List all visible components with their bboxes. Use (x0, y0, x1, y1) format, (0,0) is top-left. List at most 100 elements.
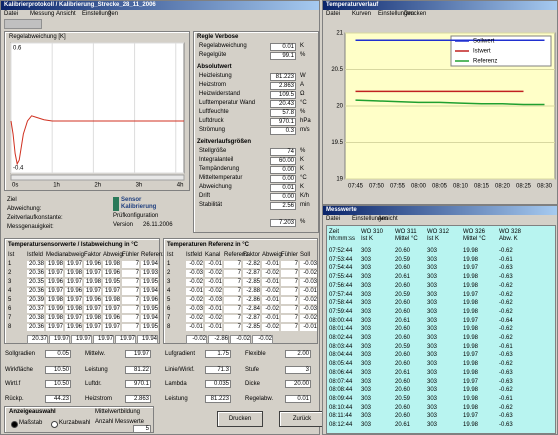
main-window: Kalibrierprotokoll / Kalibrierung_Streck… (0, 0, 325, 435)
cell: 19.98 (65, 270, 82, 277)
field-label: Regelgüte (199, 52, 227, 58)
param-value: 3 (285, 366, 311, 374)
field-value: 970.1 (270, 118, 296, 126)
cell: 19.98 (103, 297, 120, 304)
menu-item: Ansicht (56, 11, 76, 17)
field-unit: % (300, 109, 306, 115)
radio-label: Maßstab (19, 420, 43, 426)
field-unit: °C (300, 175, 307, 181)
x-tick-label: 3h (136, 183, 143, 189)
y-tick-label: 21 (336, 31, 343, 37)
field-unit: °C (300, 100, 307, 106)
param-label: Wirkfläche (5, 367, 34, 373)
cell: -0.01 (205, 279, 222, 286)
field-label: Stellgröße (199, 148, 227, 154)
section-title: Absolutwert (197, 64, 232, 70)
column-header: Ist (167, 252, 174, 258)
button[interactable]: Drucken (217, 411, 263, 427)
scrollbar (10, 174, 185, 181)
cell: 303 (427, 413, 438, 420)
y-tick-label: -0.4 (13, 166, 24, 172)
cell: 19.97 (463, 352, 479, 359)
menu-item: Ansicht (378, 216, 398, 222)
toolbar (4, 19, 42, 29)
cell: -0.63 (499, 369, 513, 376)
cell: 303 (427, 326, 438, 333)
field-value: 2.56 (270, 202, 296, 210)
cell: 08:10:44 (329, 404, 353, 411)
column-header: Referenz (141, 252, 166, 258)
cell: -0.01 (205, 324, 222, 331)
field-unit: K (300, 184, 305, 190)
cell: 20.60 (395, 282, 411, 289)
cell: -0.62 (499, 308, 513, 315)
cell: 303 (361, 387, 372, 394)
cell: 19.97 (84, 270, 101, 277)
param-value: 19.97 (125, 350, 151, 358)
param-value: 970.1 (125, 380, 151, 388)
box-unit: % (300, 219, 306, 225)
cell: -0.01 (262, 297, 279, 304)
cell: -2.88 (243, 288, 260, 295)
param-label: Stufe (245, 367, 260, 373)
param-label: Luftdr. (85, 381, 102, 387)
cell: 303 (361, 343, 372, 350)
cell: 7 (224, 306, 241, 313)
controller-panel: Regle Verbose Regelabweichung 0.01 K Regelgü… (193, 31, 319, 233)
cell: 19.98 (463, 422, 479, 428)
field-value: 20.43 (270, 100, 296, 108)
cell: -0.02 (262, 324, 279, 331)
menu-item: Datei (326, 11, 341, 17)
series-line (355, 99, 545, 106)
cell: 19.98 (463, 274, 479, 281)
cell: 3 (167, 279, 171, 285)
column-header: Abweig. (262, 252, 284, 258)
cell: 19.96 (84, 297, 101, 304)
title-bar: Temperaturverlauf (323, 1, 557, 10)
cell: 19.97 (65, 315, 82, 322)
cell: 303 (427, 369, 438, 376)
cell: 19.98 (463, 404, 479, 411)
field-label: Heizwiderstand (199, 91, 241, 97)
cell: -0.61 (499, 256, 513, 263)
cell: 303 (427, 248, 438, 254)
y-tick-label: 20.5 (331, 67, 343, 73)
field-value: 99.1 (270, 52, 296, 60)
menu-item: Drucken (404, 11, 427, 17)
cell: 07:55:44 (329, 274, 353, 281)
trend-chart: 19 19.5 20 20.5 21 07:45 07:50 07:55 08:00 08:05 0… (331, 31, 556, 190)
field-unit: hPa (300, 118, 311, 124)
radio (11, 421, 18, 428)
param-label: Leistung (165, 396, 188, 402)
cell: 19.94 (141, 315, 158, 322)
cell: 08:02:44 (329, 335, 353, 341)
cell: 19.97 (84, 288, 101, 295)
x-tick-label: 07:50 (369, 184, 385, 190)
cell: -0.01 (186, 324, 203, 331)
cell: 19.98 (463, 343, 479, 350)
field-value: 0.01 (270, 184, 296, 192)
button[interactable]: Zurück (279, 411, 325, 427)
field-label: Luftdruck (199, 118, 224, 124)
cell: 303 (361, 326, 372, 333)
cell: -0.02 (205, 270, 222, 277)
column-header: Fühler (281, 252, 299, 258)
cell: 08:06:44 (329, 369, 353, 376)
cell: 20.37 (27, 306, 44, 313)
cell: 7 (122, 288, 139, 295)
y-tick-label: 0.6 (13, 46, 22, 52)
field-label: Heizstrom (199, 82, 227, 88)
section-title: Zeitverlaufsgrößen (197, 139, 252, 145)
cell: 7 (122, 261, 139, 268)
cell: -0.63 (499, 274, 513, 281)
param-label: Sollgradien (5, 351, 36, 357)
cell: 19.98 (46, 315, 63, 322)
cell: 7 (122, 324, 139, 331)
cell: 20.59 (395, 291, 411, 298)
field-unit: K (300, 43, 305, 49)
cell: 303 (361, 308, 372, 315)
cell: 19.98 (84, 315, 101, 322)
cell: 19.98 (46, 261, 63, 268)
cell: 303 (361, 282, 372, 289)
